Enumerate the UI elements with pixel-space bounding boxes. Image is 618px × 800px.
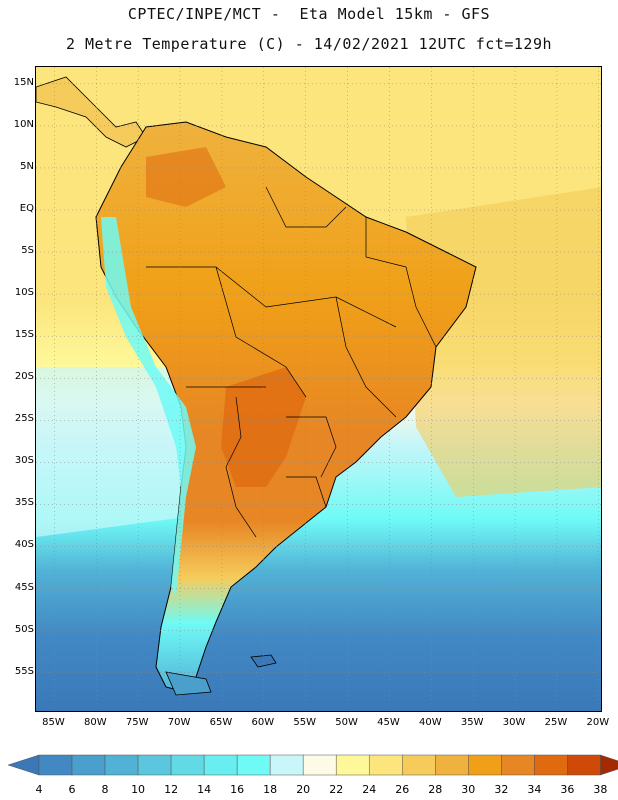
colorbar-swatch (435, 754, 469, 776)
lon-label: 70W (167, 717, 191, 728)
colorbar-tick-label: 26 (395, 783, 410, 796)
lon-label: 55W (293, 717, 316, 728)
country-borders (146, 186, 437, 538)
lon-label: 30W (502, 717, 526, 728)
colorbar-swatch (501, 754, 535, 776)
falkland-islands (250, 654, 277, 668)
lon-label: 65W (209, 717, 233, 728)
lon-label: 75W (125, 717, 149, 728)
temperature-map (35, 66, 602, 712)
chart-title-line-2: 2 Metre Temperature (C) - 14/02/2021 12U… (65, 35, 553, 53)
colorbar-tick-label: 38 (593, 783, 608, 796)
colorbar-tick-label: 24 (362, 783, 377, 796)
colorbar-swatch (269, 754, 304, 776)
colorbar-swatch (335, 754, 370, 776)
lon-label: 45W (377, 717, 400, 728)
colorbar-tick-label: 34 (527, 783, 542, 796)
colorbar-swatch (203, 754, 238, 776)
colorbar-swatch (137, 754, 172, 776)
graticule (36, 67, 601, 711)
colorbar-swatch (236, 754, 271, 776)
colorbar-arrow-low (7, 754, 40, 776)
colorbar-tick-label: 32 (494, 783, 509, 796)
lon-label: 25W (544, 717, 568, 728)
lat-label: 20S (14, 371, 34, 383)
colorbar-swatch (170, 754, 205, 776)
colorbar-swatch (402, 754, 436, 776)
lat-label: 55S (14, 665, 34, 677)
colorbar-swatch (368, 754, 403, 776)
colorbar-tick-label: 14 (197, 783, 212, 796)
lat-label: 5N (20, 160, 34, 172)
hot-core-north (146, 147, 226, 207)
colorbar-swatch (38, 754, 73, 776)
lat-label: 10S (14, 287, 34, 299)
colorbar-tick-label: 36 (560, 783, 575, 796)
andes-cold-strip (101, 217, 196, 597)
colorbar-swatch (71, 754, 106, 776)
colorbar-tick-label: 16 (230, 783, 245, 796)
colorbar-tick-label: 8 (101, 783, 109, 796)
colorbar-tick-label: 30 (461, 783, 476, 796)
colorbar-tick-label: 10 (131, 783, 146, 796)
colorbar-swatch (104, 754, 139, 776)
hot-core-south (221, 367, 306, 487)
lon-label: 20W (586, 717, 610, 728)
chart-title-line-1: CPTEC/INPE/MCT - Eta Model 15km - GFS (127, 5, 491, 23)
pacific-cool-zone (36, 367, 186, 537)
colorbar-swatch (534, 754, 568, 776)
lat-label: 50S (14, 623, 34, 635)
lon-label: 50W (335, 717, 358, 728)
colorbar-tick-label: 6 (68, 783, 76, 796)
lon-label: 40W (418, 717, 442, 728)
central-america (36, 76, 147, 148)
lat-label: 10N (13, 118, 34, 130)
lon-label: 60W (251, 717, 275, 728)
colorbar-tick-label: 4 (35, 783, 43, 796)
lat-label: 45S (14, 581, 34, 593)
tierra-del-fuego (165, 671, 212, 696)
colorbar-tick-label: 18 (263, 783, 278, 796)
colorbar (7, 754, 618, 776)
colorbar-swatch (567, 754, 601, 776)
map-canvas (36, 67, 601, 711)
lat-label: 15N (13, 76, 34, 88)
lat-label: 40S (14, 539, 34, 551)
colorbar-tick-label: 12 (164, 783, 179, 796)
lon-label: 85W (42, 717, 65, 728)
lat-label: EQ (19, 202, 34, 214)
lon-label: 80W (83, 717, 107, 728)
lat-label: 5S (21, 245, 34, 257)
lon-label: 35W (460, 717, 484, 728)
colorbar-tick-label: 28 (428, 783, 443, 796)
colorbar-arrow-high (600, 754, 618, 776)
lat-label: 35S (14, 497, 34, 509)
colorbar-swatch (468, 754, 502, 776)
lat-label: 30S (14, 455, 34, 467)
colorbar-tick-label: 20 (296, 783, 311, 796)
colorbar-swatch (302, 754, 337, 776)
lat-label: 25S (14, 413, 34, 425)
lat-label: 15S (14, 329, 34, 341)
colorbar-tick-label: 22 (329, 783, 344, 796)
